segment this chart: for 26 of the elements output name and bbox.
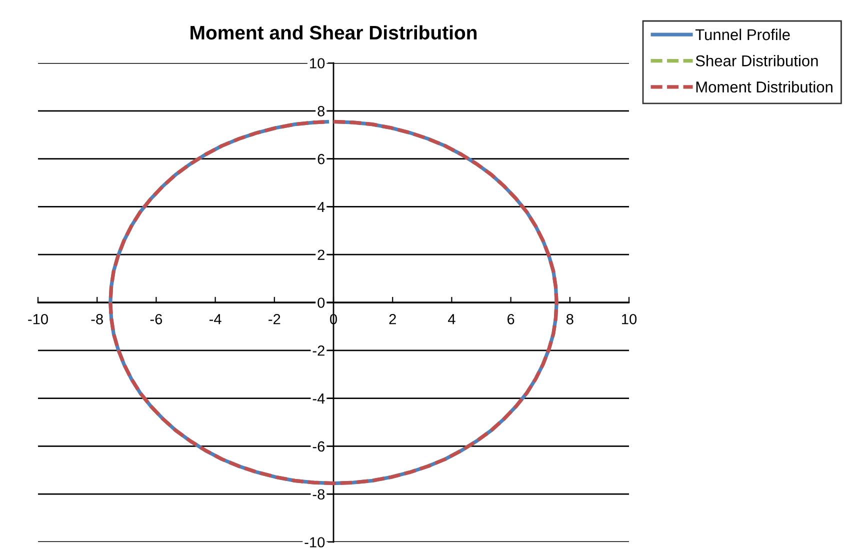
x-tick-label: 8	[566, 314, 574, 324]
y-tick-label: -4	[312, 394, 325, 404]
legend-label: Shear Distribution	[696, 54, 818, 66]
y-tick-label: -10	[304, 537, 325, 548]
legend-label: Tunnel Profile	[695, 28, 790, 40]
y-tick-label: 4	[317, 202, 325, 212]
y-tick-label: 0	[318, 298, 325, 308]
x-tick-label: 4	[448, 314, 456, 324]
line-series	[108, 120, 558, 486]
x-tick-label: -8	[91, 314, 103, 324]
y-tick-label: 6	[318, 154, 325, 164]
legend-label: Moment Distribution	[696, 81, 832, 93]
x-tick-label: 6	[507, 314, 514, 324]
y-tick-label: -2	[312, 346, 324, 356]
x-tick-label: 2	[389, 314, 396, 324]
y-tick-label: -6	[312, 441, 325, 452]
chart-title: Moment and Shear Distribution	[190, 25, 477, 40]
y-tick-label: 2	[318, 250, 324, 260]
x-tick-label: -4	[209, 314, 222, 324]
x-tick-label: -6	[150, 314, 162, 324]
x-tick-label: -2	[268, 314, 280, 324]
x-tick-label: -10	[28, 314, 48, 324]
y-tick-label: 10	[310, 58, 325, 68]
y-tick-label: -8	[312, 489, 325, 500]
y-tick-label: 8	[318, 106, 325, 116]
x-tick-label: 10	[622, 314, 637, 324]
